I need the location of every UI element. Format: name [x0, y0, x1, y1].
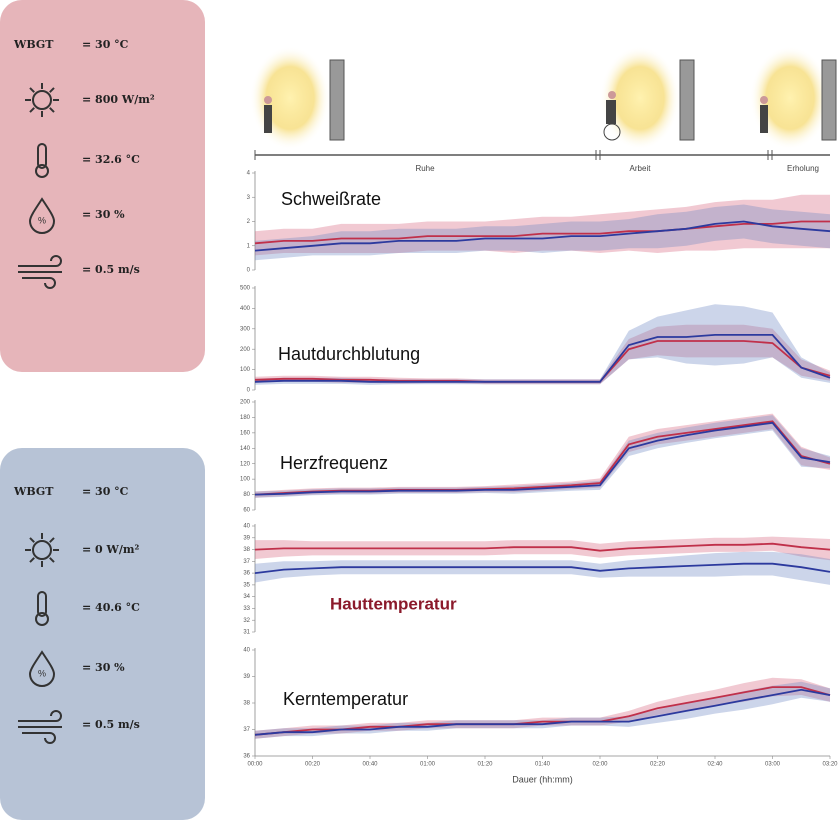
y-tick-label: 2: [247, 219, 251, 225]
humidity-symbol: %: [38, 215, 46, 225]
sd-band: [255, 205, 830, 261]
y-tick-label: 40: [243, 648, 250, 654]
x-tick-label: 01:00: [420, 762, 436, 768]
y-tick-label: 100: [240, 367, 251, 373]
phase-label: Erholung: [787, 164, 819, 173]
y-tick-label: 32: [243, 618, 250, 624]
y-tick-label: 39: [243, 674, 250, 680]
y-tick-label: 38: [243, 547, 250, 553]
y-tick-label: 200: [240, 400, 251, 406]
x-tick-label: 02:20: [650, 762, 666, 768]
x-axis-label: Dauer (hh:mm): [512, 774, 573, 784]
x-tick-label: 02:40: [707, 762, 723, 768]
phase-label: Ruhe: [415, 164, 435, 173]
y-tick-label: 180: [240, 415, 251, 421]
figure: %% Ruhe Arbeit Erholung WBGT = 30 °C = 800…: [0, 0, 840, 823]
x-tick-label: 00:40: [362, 762, 378, 768]
condition-value: = 30 %: [82, 661, 125, 674]
x-tick-label: 00:20: [305, 762, 321, 768]
condition-value: = 30 °C: [82, 485, 129, 498]
y-tick-label: 38: [243, 701, 250, 707]
condition-value: = 800 W/m²: [82, 93, 155, 106]
x-tick-label: 00:00: [247, 762, 263, 768]
condition-label: WBGT: [13, 485, 54, 498]
condition-value: = 0.5 m/s: [82, 718, 140, 731]
condition-box-shade: [0, 448, 205, 820]
x-tick-label: 01:20: [477, 762, 493, 768]
y-tick-label: 60: [243, 508, 250, 514]
chart-title: Kerntemperatur: [283, 689, 408, 709]
y-tick-label: 400: [240, 306, 251, 312]
y-tick-label: 37: [243, 559, 250, 565]
y-tick-label: 3: [247, 195, 251, 201]
condition-label: WBGT: [13, 38, 54, 51]
illustrations: [250, 46, 836, 160]
y-tick-label: 100: [240, 477, 251, 483]
condition-value: = 30 %: [82, 208, 125, 221]
x-tick-label: 03:00: [765, 762, 781, 768]
y-tick-label: 4: [247, 171, 251, 177]
x-tick-label: 03:20: [822, 762, 838, 768]
condition-box-sun: [0, 0, 205, 372]
y-tick-label: 120: [240, 461, 251, 467]
y-tick-label: 500: [240, 286, 251, 292]
y-tick-label: 31: [243, 630, 250, 636]
condition-value: = 30 °C: [82, 38, 129, 51]
y-tick-label: 36: [243, 754, 250, 760]
condition-value: = 32.6 °C: [82, 153, 140, 166]
y-tick-label: 39: [243, 535, 250, 541]
y-tick-label: 36: [243, 571, 250, 577]
y-tick-label: 0: [247, 268, 251, 274]
x-tick-label: 01:40: [535, 762, 551, 768]
chart-title: Hautdurchblutung: [278, 344, 420, 364]
y-tick-label: 35: [243, 582, 250, 588]
condition-value: = 40.6 °C: [82, 601, 140, 614]
y-tick-label: 140: [240, 446, 251, 452]
chart-title: Herzfrequenz: [280, 453, 388, 473]
y-tick-label: 300: [240, 326, 251, 332]
condition-value: = 0.5 m/s: [82, 263, 140, 276]
y-tick-label: 33: [243, 606, 250, 612]
y-tick-label: 80: [243, 492, 250, 498]
y-tick-label: 1: [247, 243, 251, 249]
y-tick-label: 200: [240, 347, 251, 353]
y-tick-label: 37: [243, 727, 250, 733]
humidity-symbol: %: [38, 668, 46, 678]
y-tick-label: 40: [243, 524, 250, 530]
chart-title: Schweißrate: [281, 189, 381, 209]
condition-value: = 0 W/m²: [82, 543, 140, 556]
x-tick-label: 02:00: [592, 762, 608, 768]
chart-title: Hauttemperatur: [330, 594, 457, 613]
y-tick-label: 160: [240, 430, 251, 436]
phase-label: Arbeit: [630, 164, 652, 173]
sd-band: [255, 552, 830, 585]
y-tick-label: 34: [243, 594, 250, 600]
y-tick-label: 0: [247, 388, 251, 394]
